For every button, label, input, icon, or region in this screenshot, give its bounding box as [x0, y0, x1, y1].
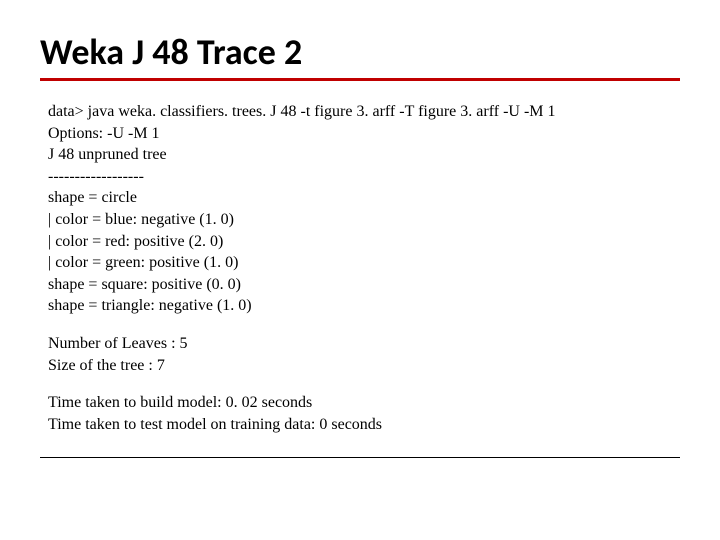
- slide-title: Weka J 48 Trace 2: [40, 30, 680, 74]
- tree-header-line: J 48 unpruned tree: [48, 144, 680, 166]
- time-build-line: Time taken to build model: 0. 02 seconds: [48, 392, 680, 414]
- time-test-line: Time taken to test model on training dat…: [48, 414, 680, 436]
- tree-line: | color = blue: negative (1. 0): [48, 209, 680, 231]
- tree-line: shape = triangle: negative (1. 0): [48, 295, 680, 317]
- size-line: Size of the tree : 7: [48, 355, 680, 377]
- trace-output: data> java weka. classifiers. trees. J 4…: [40, 101, 680, 435]
- footer-line: [40, 457, 680, 458]
- title-underline: [40, 78, 680, 81]
- spacer: [48, 376, 680, 392]
- tree-line: shape = circle: [48, 187, 680, 209]
- command-line: data> java weka. classifiers. trees. J 4…: [48, 101, 680, 123]
- options-line: Options: -U -M 1: [48, 123, 680, 145]
- leaves-line: Number of Leaves : 5: [48, 333, 680, 355]
- tree-line: | color = green: positive (1. 0): [48, 252, 680, 274]
- divider-line: ------------------: [48, 166, 680, 188]
- spacer: [48, 317, 680, 333]
- tree-line: | color = red: positive (2. 0): [48, 231, 680, 253]
- tree-line: shape = square: positive (0. 0): [48, 274, 680, 296]
